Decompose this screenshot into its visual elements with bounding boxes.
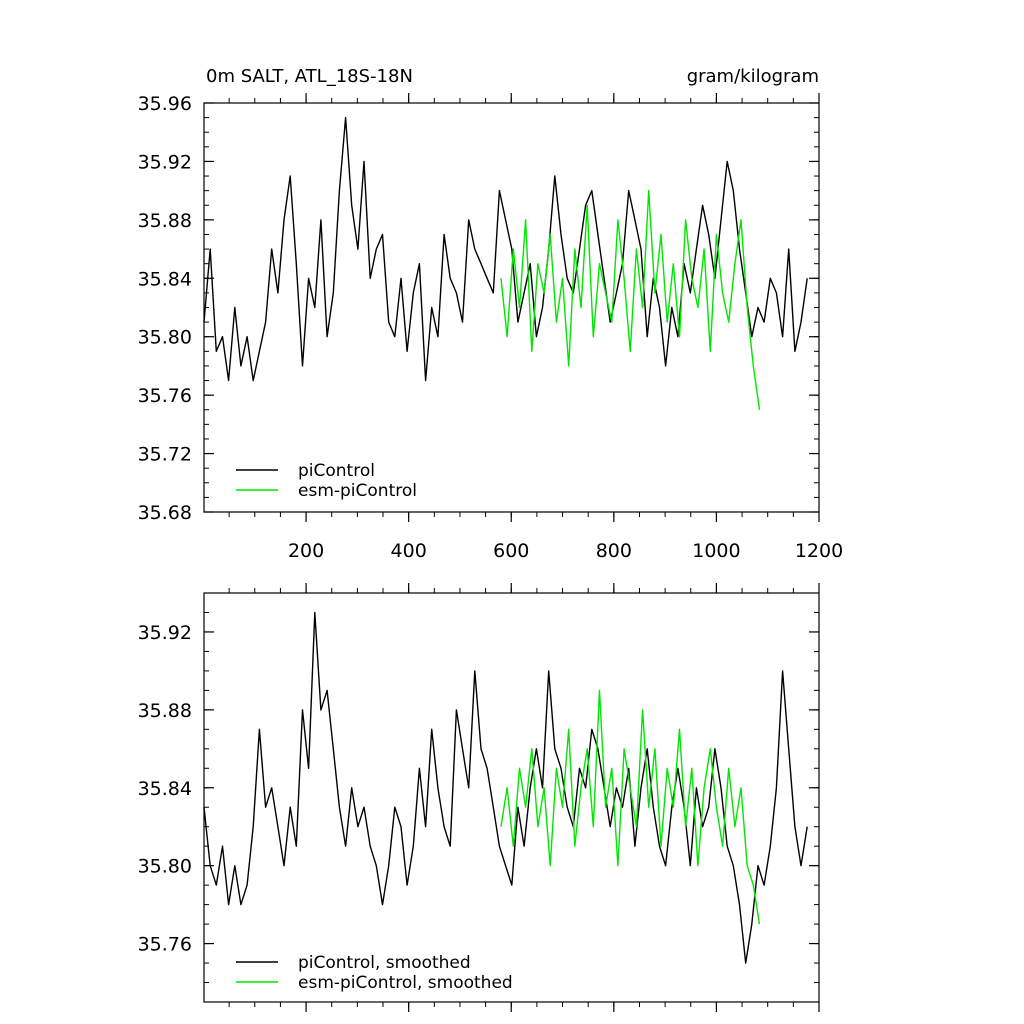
top-x-tick-label: 1200 xyxy=(795,540,843,562)
bottom-y-tick-label: 35.80 xyxy=(138,856,192,878)
bottom-series-line-esm-picontrol xyxy=(500,689,761,925)
top-y-tick-label: 35.72 xyxy=(138,444,192,466)
bottom-y-tick-label: 35.92 xyxy=(138,622,192,644)
bottom-y-tick-label: 35.84 xyxy=(138,778,192,800)
top-legend-label-picontrol: piControl xyxy=(298,461,375,481)
top-ticks: 35.68 35.72 35.76 35.80 35.84 35.88 35.92 35.96… xyxy=(138,93,843,562)
top-legend-label-esm-picontrol: esm-piControl xyxy=(298,481,417,501)
top-panel: 0m SALT, ATL_18S-18N gram/kilogram 35.68… xyxy=(138,66,844,562)
top-series-line-picontrol xyxy=(203,116,808,382)
top-units: gram/kilogram xyxy=(687,66,819,87)
bottom-panel: 35.76 35.80 35.84 35.88 35.92 piControl, smo… xyxy=(138,583,820,1012)
top-x-tick-label: 1000 xyxy=(692,540,740,562)
bottom-ticks: 35.76 35.80 35.84 35.88 35.92 xyxy=(138,583,820,1012)
bottom-series-layer xyxy=(203,611,808,964)
top-y-tick-label: 35.68 xyxy=(138,502,192,524)
bottom-y-tick-label: 35.76 xyxy=(138,934,192,956)
top-y-tick-label: 35.96 xyxy=(138,93,192,115)
bottom-legend-label-esm-picontrol: esm-piControl, smoothed xyxy=(298,973,513,993)
bottom-y-tick-label: 35.88 xyxy=(138,700,192,722)
bottom-series-line-picontrol xyxy=(203,611,808,964)
top-x-tick-label: 200 xyxy=(288,540,324,562)
top-x-tick-label: 800 xyxy=(596,540,632,562)
top-y-tick-label: 35.76 xyxy=(138,385,192,407)
top-series-line-esm-picontrol xyxy=(500,189,761,410)
top-x-tick-label: 400 xyxy=(391,540,427,562)
bottom-legend-label-picontrol: piControl, smoothed xyxy=(298,953,471,973)
top-x-tick-label: 600 xyxy=(493,540,529,562)
top-series-layer xyxy=(203,116,808,410)
top-y-tick-label: 35.88 xyxy=(138,210,192,232)
bottom-legend: piControl, smoothed esm-piControl, smoot… xyxy=(236,953,513,993)
top-y-tick-label: 35.80 xyxy=(138,327,192,349)
top-y-tick-label: 35.84 xyxy=(138,268,192,290)
top-title: 0m SALT, ATL_18S-18N xyxy=(206,66,413,87)
top-legend: piControl esm-piControl xyxy=(236,461,417,501)
top-y-tick-label: 35.92 xyxy=(138,151,192,173)
